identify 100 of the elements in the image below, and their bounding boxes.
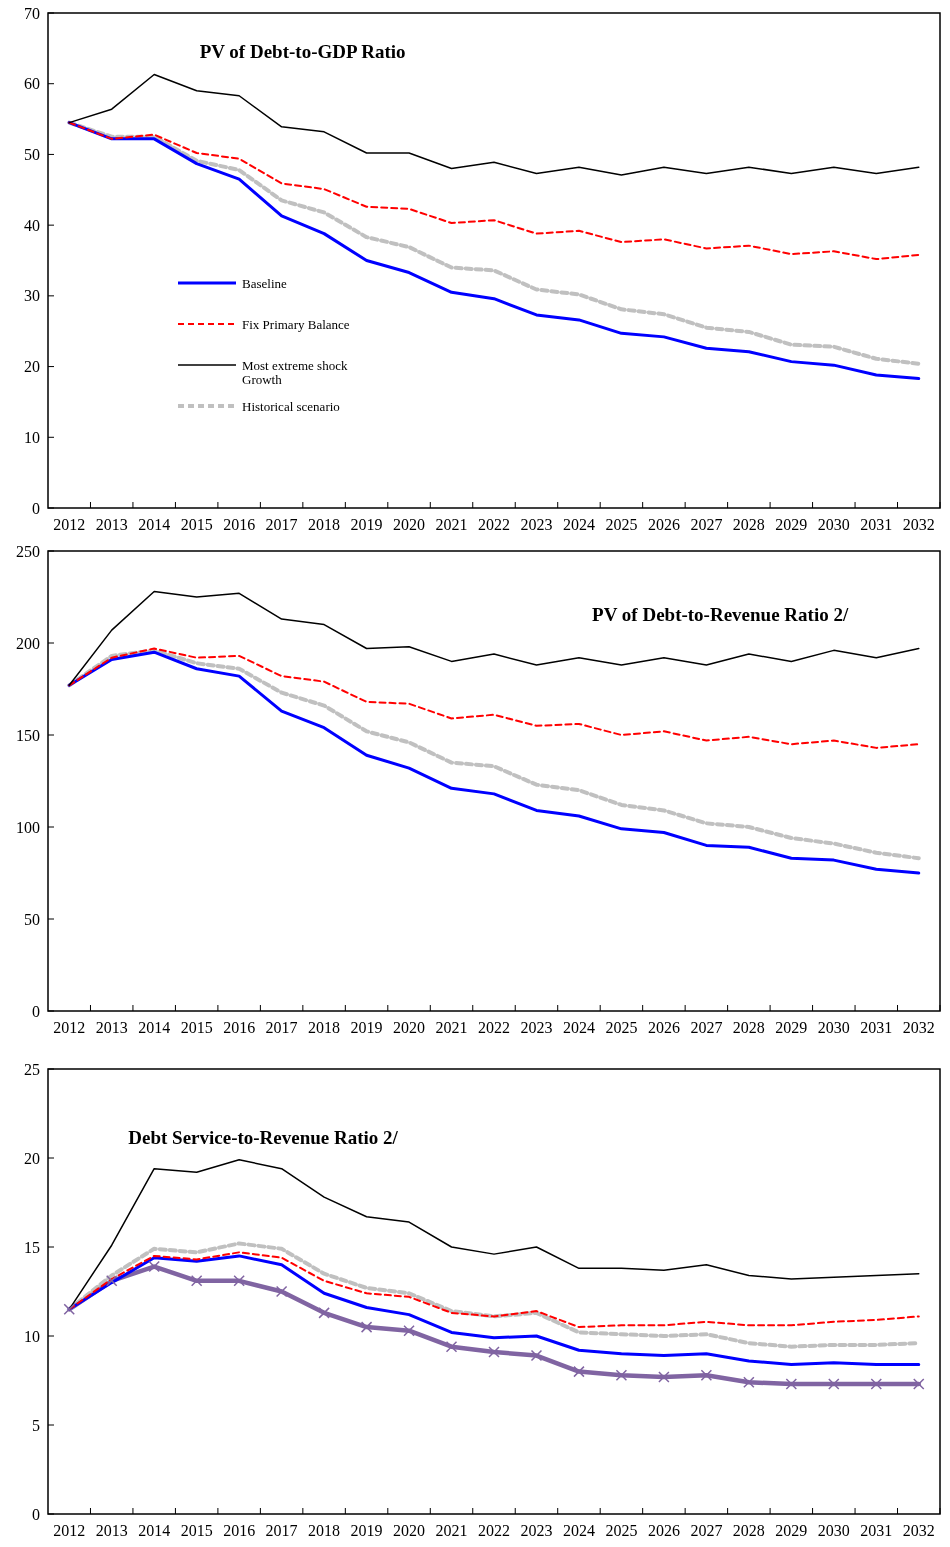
point	[785, 1378, 798, 1390]
point	[743, 1376, 755, 1389]
x-tick-label: 2029	[775, 1522, 808, 1539]
x-tick-label: 2017	[265, 1019, 298, 1036]
x-tick-label: 2031	[860, 1522, 893, 1539]
x-tick-label: 2026	[647, 1522, 680, 1539]
x-tick-label: 2013	[95, 1522, 128, 1539]
x-tick-label: 2018	[308, 1019, 341, 1036]
x-tick-label: 2018	[308, 1522, 341, 1539]
x-tick-label: 2012	[53, 516, 86, 533]
point	[148, 1260, 160, 1273]
point	[360, 1321, 373, 1333]
point	[488, 1346, 500, 1358]
x-tick-label: 2030	[817, 516, 850, 533]
y-tick-label: 10	[24, 1327, 40, 1345]
x-tick-label: 2028	[732, 516, 765, 533]
x-tick-label: 2014	[138, 1019, 171, 1036]
x-tick-label: 2021	[435, 516, 468, 533]
x-tick-label: 2015	[180, 1019, 213, 1036]
y-tick-label: 5	[32, 1416, 40, 1434]
point	[573, 1365, 585, 1378]
x-tick-label: 2028	[732, 1019, 765, 1036]
x-tick-label: 2029	[775, 516, 808, 533]
text: PV of Debt-to-Revenue Ratio 2/	[592, 604, 849, 625]
x-tick-label: 2032	[902, 516, 935, 533]
x-tick-label: 2025	[605, 516, 638, 533]
x-tick-label: 2026	[647, 1019, 680, 1036]
y-tick-label: 15	[24, 1238, 40, 1256]
point	[913, 1378, 925, 1390]
x-tick-label: 2024	[562, 1019, 595, 1036]
x-tick-label: 2014	[138, 516, 171, 533]
x-tick-label: 2016	[223, 516, 256, 533]
x-tick-label: 2032	[902, 1522, 935, 1539]
x-tick-label: 2020	[393, 516, 426, 533]
x-tick-label: 2014	[138, 1522, 171, 1539]
point	[658, 1371, 670, 1383]
text: PV of Debt-to-GDP Ratio	[199, 41, 406, 62]
line-series	[68, 647, 920, 749]
y-tick-label: 150	[16, 726, 40, 744]
x-tick-label: 2023	[520, 1522, 553, 1539]
x-tick-label: 2022	[478, 516, 510, 533]
y-tick-label: 0	[32, 1505, 40, 1523]
x-tick-label: 2017	[265, 1522, 298, 1539]
point	[445, 1340, 458, 1353]
x-tick-label: 2012	[53, 1019, 86, 1036]
legend-label: Baseline	[242, 275, 287, 291]
point	[233, 1275, 245, 1287]
x-tick-label: 2016	[223, 1019, 256, 1036]
x-tick-label: 2023	[520, 516, 553, 533]
point	[870, 1378, 883, 1390]
x-tick-label: 2027	[690, 516, 723, 533]
y-tick-label: 0	[32, 499, 40, 517]
x-tick-label: 2025	[605, 1522, 638, 1539]
y-tick-label: 25	[24, 1060, 40, 1078]
legend-label: Historical scenario	[242, 398, 340, 414]
y-tick-label: 200	[16, 634, 40, 652]
y-tick-label: 20	[24, 358, 40, 376]
y-tick-label: 30	[24, 287, 40, 305]
x-tick-label: 2021	[435, 1522, 468, 1539]
x-tick-label: 2027	[690, 1019, 723, 1036]
point	[828, 1378, 840, 1390]
line-series	[68, 73, 920, 176]
line-series	[67, 1254, 921, 1366]
x-tick-label: 2027	[690, 1522, 723, 1539]
y-tick-label: 50	[24, 146, 40, 164]
x-tick-label: 2019	[350, 1019, 383, 1036]
x-tick-label: 2013	[95, 1019, 128, 1036]
y-tick-label: 50	[24, 910, 40, 928]
x-tick-label: 2015	[180, 516, 213, 533]
x-tick-label: 2024	[562, 516, 595, 533]
x-tick-label: 2031	[860, 1019, 893, 1036]
y-tick-label: 10	[24, 428, 40, 446]
x-tick-label: 2024	[562, 1522, 595, 1539]
x-tick-label: 2021	[435, 1019, 468, 1036]
x-tick-label: 2015	[180, 1522, 213, 1539]
legend-label: Fix Primary Balance	[242, 316, 350, 332]
point	[190, 1275, 203, 1287]
x-tick-label: 2026	[647, 516, 680, 533]
x-tick-label: 2023	[520, 1019, 553, 1036]
line-series	[68, 121, 920, 261]
line-series	[68, 1251, 920, 1329]
y-tick-label: 70	[24, 4, 40, 22]
x-tick-label: 2020	[393, 1019, 426, 1036]
point	[700, 1369, 713, 1381]
point	[63, 1303, 75, 1316]
x-tick-label: 2019	[350, 1522, 383, 1539]
x-tick-label: 2022	[478, 1522, 510, 1539]
point	[105, 1275, 118, 1287]
legend-label: Most extreme shock Growth	[242, 357, 348, 387]
x-tick-label: 2029	[775, 1019, 808, 1036]
x-tick-label: 2020	[393, 1522, 426, 1539]
y-tick-label: 20	[24, 1149, 40, 1167]
line-series	[68, 590, 920, 687]
y-tick-label: 250	[16, 542, 40, 560]
x-tick-label: 2030	[817, 1019, 850, 1036]
x-tick-label: 2025	[605, 1019, 638, 1036]
point	[403, 1324, 415, 1337]
x-tick-label: 2030	[817, 1522, 850, 1539]
point	[615, 1369, 628, 1381]
x-tick-label: 2019	[350, 516, 383, 533]
